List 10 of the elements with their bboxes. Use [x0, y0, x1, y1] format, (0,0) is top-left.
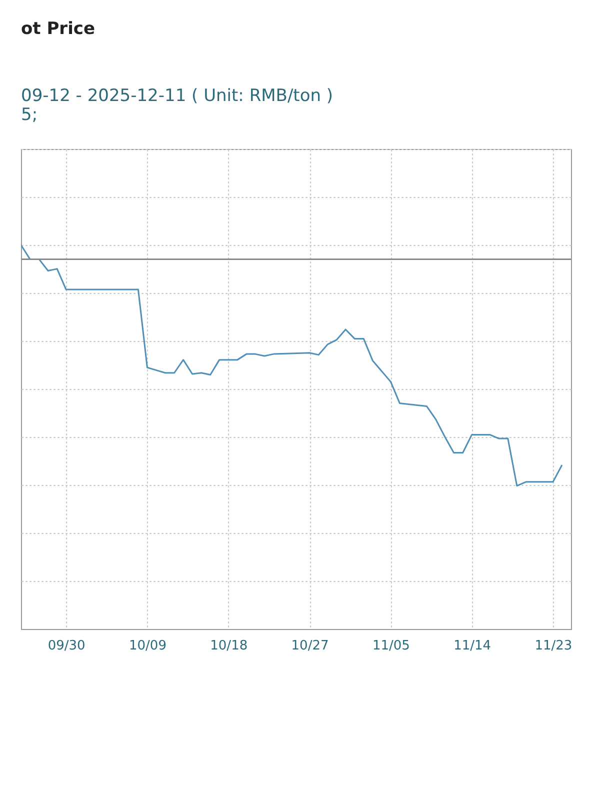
x-tick-label: 11/14	[454, 638, 492, 654]
x-tick-label: 10/18	[210, 638, 248, 654]
x-tick-label: 10/09	[128, 638, 166, 654]
x-tick-label: 11/05	[372, 638, 410, 654]
x-tick-label: 10/27	[291, 638, 329, 654]
text: 5;	[21, 105, 38, 125]
x-tick-label: 11/23	[534, 638, 572, 654]
x-tick-label: 09/30	[48, 638, 86, 654]
chart-subtitle: 09-12 - 2025-12-11 ( Unit: RMB/ton )	[21, 86, 334, 106]
chart-title: ot Price	[21, 19, 96, 39]
